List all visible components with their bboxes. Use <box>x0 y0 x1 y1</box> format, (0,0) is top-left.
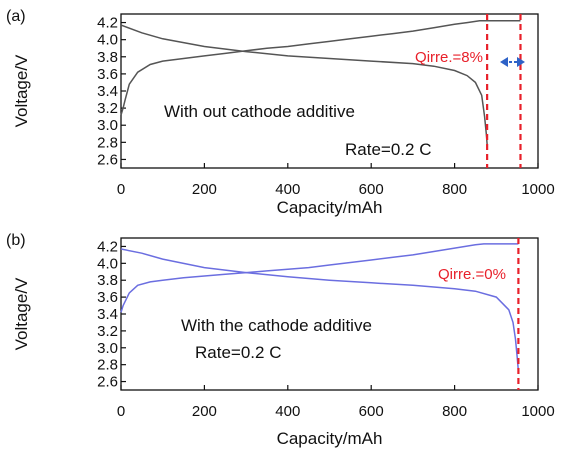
y-tick-label: 3.6 <box>97 66 118 83</box>
y-tick-label: 2.6 <box>97 374 118 391</box>
x-tick-label: 0 <box>117 403 125 420</box>
panel-label: (a) <box>6 8 26 25</box>
arrow-head-right <box>517 57 525 67</box>
discharge-curve <box>120 248 520 372</box>
y-tick-label: 3.4 <box>97 83 118 100</box>
y-tick-label: 4.2 <box>97 15 118 32</box>
x-tick-label: 0 <box>117 181 125 198</box>
x-tick-label: 200 <box>192 181 217 198</box>
y-tick-label: 2.8 <box>97 357 118 374</box>
charge-curve <box>120 20 521 116</box>
annotation-rate: Rate=0.2 C <box>195 343 281 362</box>
y-tick-label: 3.2 <box>97 323 118 340</box>
y-tick-label: 3.8 <box>97 49 118 66</box>
annotation-rate: Rate=0.2 C <box>345 140 431 159</box>
x-tick-label: 400 <box>275 403 300 420</box>
x-axis-title: Capacity/mAh <box>277 198 383 217</box>
plot-frame <box>120 237 539 391</box>
chart-panel-b: (b) 0 200 400 600 800 1000 2.62.83.03.23.43.63.… <box>6 232 555 448</box>
x-tick-label: 600 <box>359 403 384 420</box>
x-tick-label: 400 <box>275 181 300 198</box>
annotation-condition: With out cathode additive <box>164 102 355 121</box>
annotation-condition: With the cathode additive <box>181 316 372 335</box>
y-tick-label: 2.8 <box>97 134 118 151</box>
y-axis-title: Voltage/V <box>12 277 31 350</box>
y-tick-label: 3.2 <box>97 100 118 117</box>
y-axis-title: Voltage/V <box>12 54 31 127</box>
discharge-curve <box>120 24 488 145</box>
y-tick-label: 4.0 <box>97 255 118 272</box>
plot-frame <box>120 13 539 169</box>
panel-label: (b) <box>6 232 26 249</box>
y-tick-label: 4.0 <box>97 32 118 49</box>
x-tick-label: 600 <box>359 181 384 198</box>
y-tick-label: 3.8 <box>97 272 118 289</box>
y-tick-label: 2.6 <box>97 151 118 168</box>
charge-curve <box>120 243 519 313</box>
y-tick-label: 3.0 <box>97 340 118 357</box>
y-tick-label: 3.4 <box>97 306 118 323</box>
annotation-qirre: Qirre.=8% <box>415 49 483 66</box>
y-tick-label: 4.2 <box>97 238 118 255</box>
x-tick-label: 1000 <box>521 403 554 420</box>
annotation-qirre: Qirre.=0% <box>438 266 506 283</box>
x-tick-label: 800 <box>442 181 467 198</box>
x-tick-label: 1000 <box>521 181 554 198</box>
chart-panel-a: (a) 0 200 400 600 800 1000 2.62.83.03.23.43.63.… <box>6 8 555 217</box>
y-tick-label: 3.0 <box>97 117 118 134</box>
y-tick-label: 3.6 <box>97 289 118 306</box>
x-tick-label: 800 <box>442 403 467 420</box>
arrow-head-left <box>500 57 508 67</box>
x-axis-title: Capacity/mAh <box>277 429 383 448</box>
x-tick-label: 200 <box>192 403 217 420</box>
